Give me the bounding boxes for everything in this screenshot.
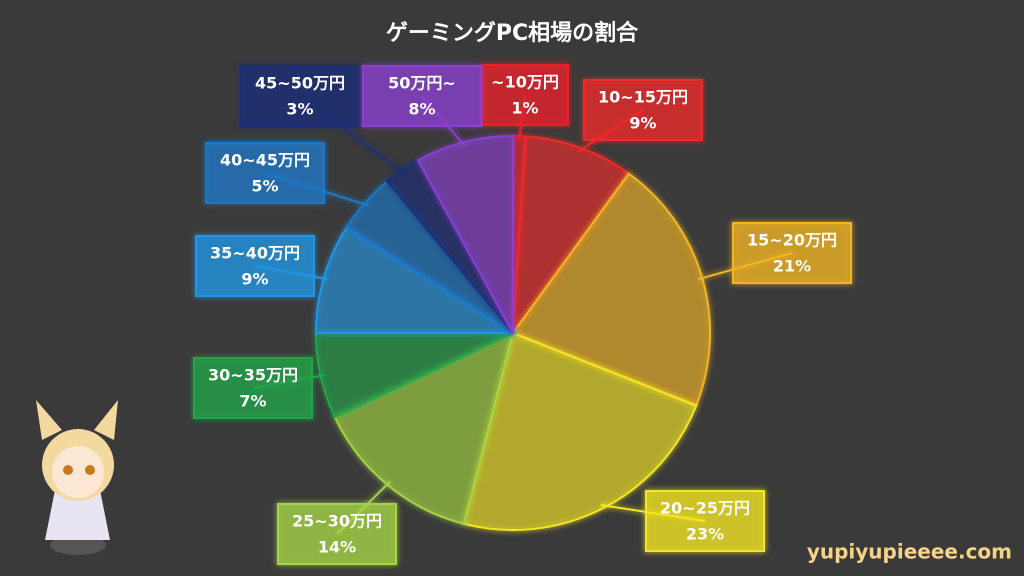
pie <box>314 134 711 531</box>
label-box-bg <box>242 67 358 125</box>
slice-category: 35~40万円 <box>210 244 300 263</box>
slice-value-label: 1% <box>511 99 538 118</box>
label-box-bg <box>197 237 313 295</box>
slice-category: 40~45万円 <box>220 151 310 170</box>
label-box-bg <box>364 67 480 125</box>
slice-category: 30~35万円 <box>208 366 298 385</box>
label-box-bg <box>195 359 311 417</box>
slice-category: 50万円~ <box>388 74 456 93</box>
slice-value-label: 21% <box>773 257 811 276</box>
label-box-bg <box>207 144 323 202</box>
slice-category: 15~20万円 <box>747 231 837 250</box>
slice-value-label: 3% <box>286 100 313 119</box>
label-box <box>277 503 397 565</box>
pie-slice <box>511 135 631 337</box>
mascot <box>36 400 118 555</box>
pie-slice <box>416 134 514 334</box>
label-box <box>195 235 315 297</box>
slice-value-label: 5% <box>251 177 278 196</box>
slice-value-label: 7% <box>239 392 266 411</box>
slice-value-label: 23% <box>686 525 724 544</box>
chart-title: ゲーミングPC相場の割合 <box>386 20 639 46</box>
label-box <box>193 357 313 419</box>
label-box <box>732 222 852 284</box>
label-box-bg <box>483 66 567 124</box>
slice-category: 25~30万円 <box>292 512 382 531</box>
label-box <box>240 65 360 127</box>
slice-category: 20~25万円 <box>660 499 750 518</box>
label-box-bg <box>585 81 701 139</box>
slice-value-label: 8% <box>408 100 435 119</box>
slice-category: 45~50万円 <box>255 74 345 93</box>
label-box-bg <box>279 505 395 563</box>
slice-value-label: 9% <box>241 270 268 289</box>
slice-category: ~10万円 <box>491 73 559 92</box>
slice-category: 10~15万円 <box>598 88 688 107</box>
watermark: yupiyupieeee.com <box>807 540 1012 564</box>
label-box <box>205 142 325 204</box>
pie-slice <box>462 331 698 531</box>
label-box <box>583 79 703 141</box>
label-box <box>645 490 765 552</box>
label-box-bg <box>647 492 763 550</box>
label-box <box>362 65 482 127</box>
slice-value-label: 9% <box>629 114 656 133</box>
slice-value-label: 14% <box>318 538 356 557</box>
label-box-bg <box>734 224 850 282</box>
labels: ~10万円 1% 10~15万円 9% 15~20万円 21% 20~25万円 23% 25~3… <box>193 64 852 565</box>
